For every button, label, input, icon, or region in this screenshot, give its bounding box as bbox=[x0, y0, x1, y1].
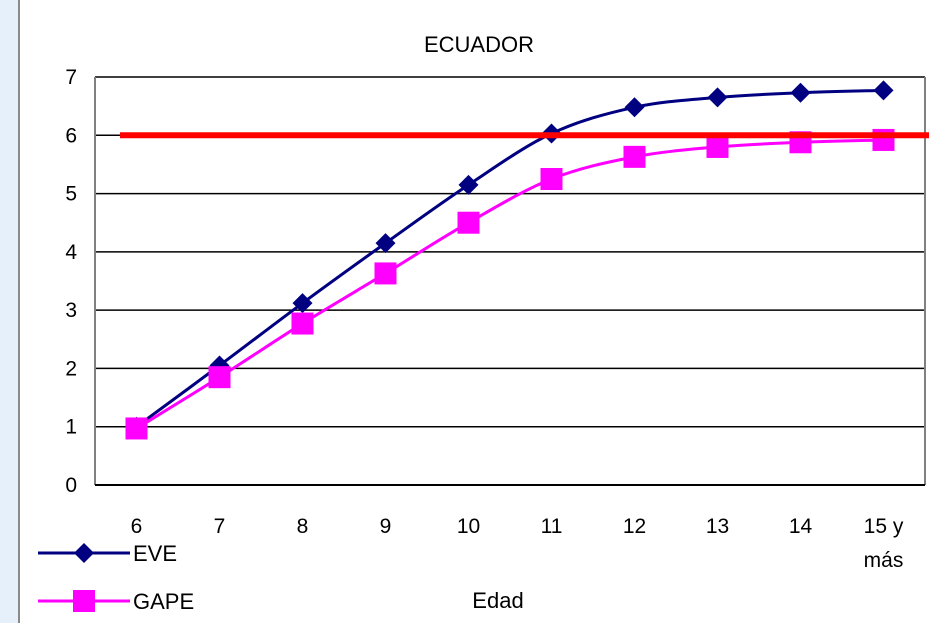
data-point-gape bbox=[872, 128, 895, 151]
y-axis-ticks: 0 1 2 3 4 5 6 7 bbox=[65, 66, 77, 497]
x-axis-label: Edad bbox=[472, 588, 523, 613]
x-tick-label: 11 bbox=[541, 515, 563, 538]
series-layer bbox=[125, 80, 895, 440]
data-point-gape bbox=[291, 312, 314, 335]
y-tick-label: 1 bbox=[65, 416, 77, 439]
data-point-gape bbox=[208, 366, 231, 389]
data-point-gape bbox=[374, 262, 397, 285]
data-point-gape bbox=[125, 417, 148, 440]
legend-label-gape: GAPE bbox=[133, 589, 194, 614]
series-line-gape bbox=[135, 138, 884, 430]
data-point-eve bbox=[375, 233, 396, 254]
x-tick-label: 15 y más bbox=[864, 515, 904, 572]
chart-title: ECUADOR bbox=[424, 32, 534, 57]
y-tick-label: 4 bbox=[65, 241, 77, 264]
y-tick-label: 2 bbox=[65, 357, 77, 380]
data-point-gape bbox=[623, 145, 646, 168]
data-point-gape bbox=[706, 135, 729, 158]
data-point-gape bbox=[540, 168, 563, 190]
data-point-eve bbox=[873, 80, 894, 101]
x-tick-label: 12 bbox=[623, 515, 646, 538]
x-axis-ticks: 6 7 8 9 10 11 12 13 14 15 y más bbox=[131, 515, 904, 572]
x-tick-label: 14 bbox=[789, 515, 813, 538]
y-tick-label: 3 bbox=[65, 299, 77, 322]
data-point-eve bbox=[707, 87, 728, 108]
y-tick-label: 6 bbox=[65, 124, 77, 147]
data-point-eve bbox=[624, 97, 645, 118]
data-point-eve bbox=[790, 82, 811, 103]
y-tick-label: 7 bbox=[65, 66, 77, 89]
series-gape bbox=[125, 128, 895, 440]
legend-marker-eve bbox=[74, 543, 94, 563]
legend: EVE GAPE bbox=[38, 541, 194, 614]
x-tick-label: 8 bbox=[297, 515, 309, 538]
x-tick-label: 10 bbox=[457, 515, 480, 538]
legend-marker-gape bbox=[73, 590, 95, 612]
y-tick-label: 0 bbox=[65, 474, 77, 497]
data-point-eve bbox=[292, 293, 313, 314]
y-tick-label: 5 bbox=[65, 183, 77, 206]
series-line-eve bbox=[135, 88, 884, 428]
data-point-eve bbox=[458, 174, 479, 195]
data-point-gape bbox=[457, 211, 480, 234]
x-tick-label: 6 bbox=[131, 515, 143, 538]
x-tick-label: 9 bbox=[380, 515, 392, 538]
legend-label-eve: EVE bbox=[133, 541, 177, 566]
x-tick-label: 13 bbox=[706, 515, 729, 538]
x-tick-label: 7 bbox=[214, 515, 226, 538]
axes bbox=[94, 77, 926, 486]
